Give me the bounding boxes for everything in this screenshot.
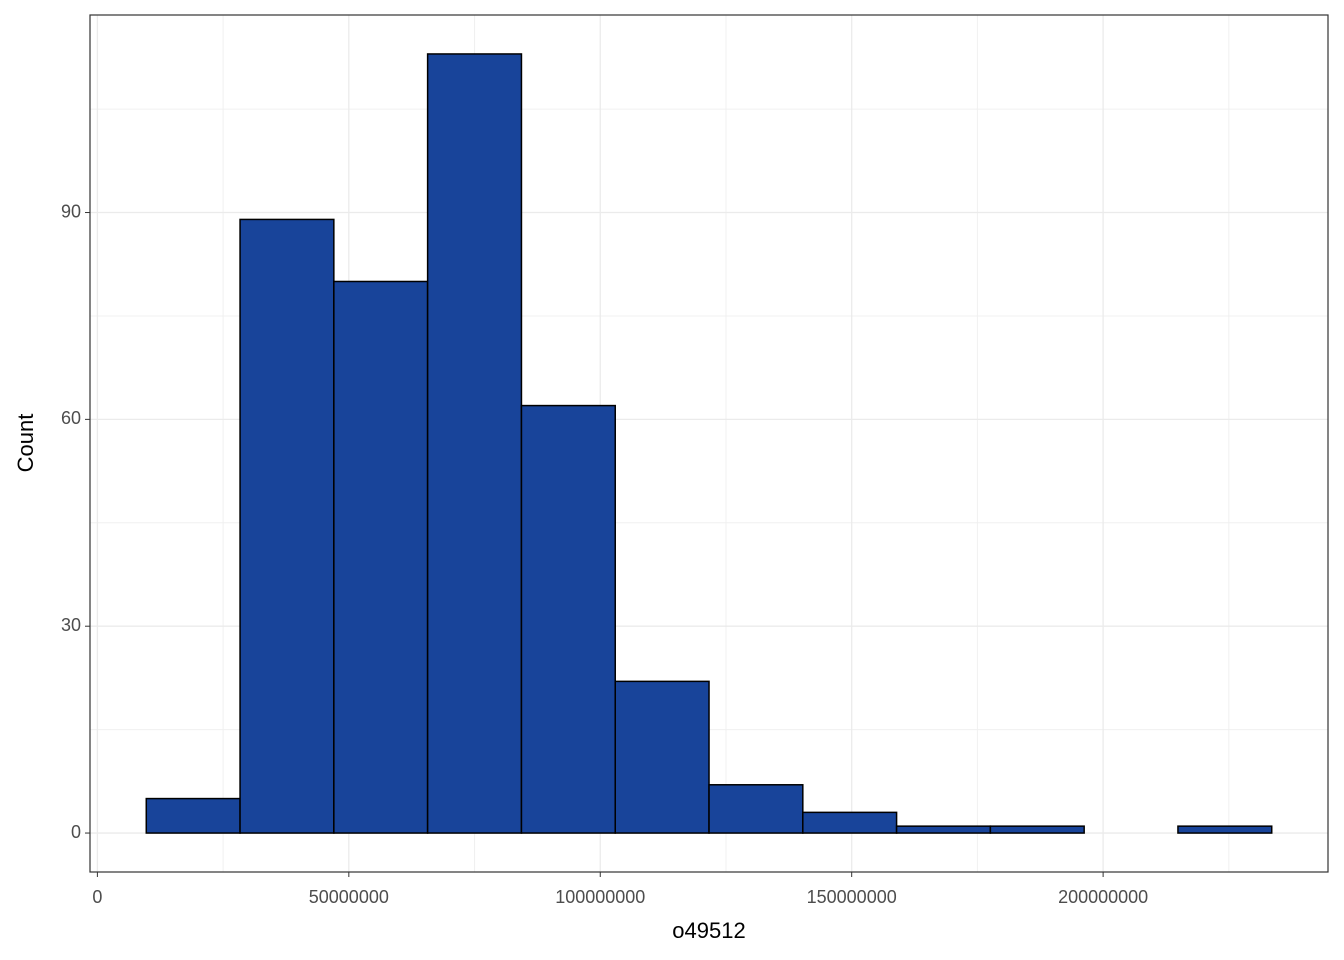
x-tick-label: 200000000 <box>1058 887 1148 907</box>
bar <box>1177 825 1273 834</box>
y-tick-label: 60 <box>61 408 81 428</box>
panel-border <box>89 14 1329 873</box>
x-tick-label: 150000000 <box>807 887 897 907</box>
x-tick-label: 0 <box>92 887 102 907</box>
y-axis-title: Count <box>13 414 38 473</box>
bar <box>989 825 1085 834</box>
bar <box>333 280 429 834</box>
bar <box>614 680 710 834</box>
y-tick-label: 0 <box>71 822 81 842</box>
x-axis-title: o49512 <box>672 918 745 943</box>
bar <box>802 811 898 834</box>
y-tick-label: 30 <box>61 615 81 635</box>
bar <box>145 797 241 834</box>
bar <box>708 784 804 834</box>
x-tick-label: 100000000 <box>555 887 645 907</box>
bar <box>520 404 616 834</box>
bar <box>895 825 992 834</box>
y-tick-label: 90 <box>61 201 81 221</box>
x-tick-label: 50000000 <box>309 887 389 907</box>
bar <box>239 218 335 834</box>
bar <box>426 53 523 834</box>
